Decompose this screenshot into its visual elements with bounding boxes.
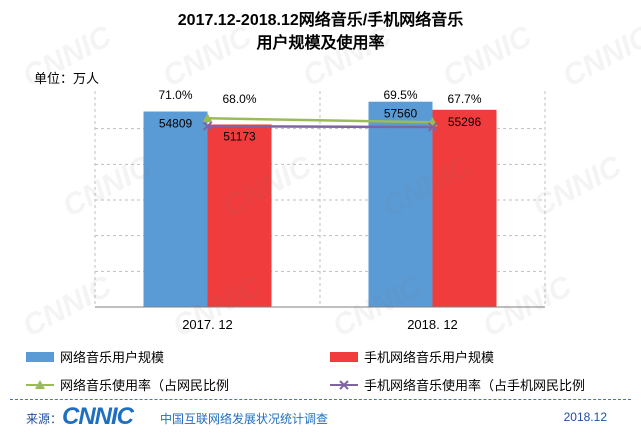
cnnic-logo: CNNIC [62, 403, 134, 430]
rate-data-label: 67.7% [447, 92, 481, 106]
legend-item-mobile-music-users: 手机网络音乐用户规模 [330, 347, 494, 366]
footer-divider [10, 399, 631, 400]
chart-title-line2: 用户规模及使用率 [256, 35, 385, 52]
bar-mobile-music-users [207, 124, 272, 307]
legend-item-music-rate: 网络音乐使用率（占网民比例 [26, 375, 229, 394]
legend-item-music-users: 网络音乐用户规模 [26, 347, 164, 366]
bar-music-users [368, 101, 433, 307]
legend-swatch-mobile-music-users [330, 351, 358, 362]
x-tick-label: 2018. 12 [407, 317, 458, 332]
legend-item-mobile-music-rate: 手机网络音乐使用率（占手机网民比例 [330, 375, 585, 394]
source-date: 2018.12 [563, 410, 607, 424]
bar-value-label: 57560 [384, 107, 418, 121]
rate-line-music [207, 117, 433, 124]
rate-data-label: 69.5% [383, 88, 417, 102]
legend-label-mobile-music-users: 手机网络音乐用户规模 [364, 350, 495, 365]
footer: 来源： CNNIC 中国互联网络发展状况统计调查 2018.12 [0, 397, 641, 436]
rate-line-mobile-music [207, 124, 433, 129]
rate-data-label: 71.0% [158, 88, 192, 102]
bar-mobile-music-users [432, 109, 497, 307]
legend-line-mobile-music-rate [330, 379, 358, 390]
rate-marker-triangle [202, 113, 213, 123]
legend-label-music-users: 网络音乐用户规模 [60, 350, 165, 365]
x-tick-label: 2017. 12 [182, 317, 233, 332]
legend-label-mobile-music-rate: 手机网络音乐使用率（占手机网民比例 [364, 378, 586, 393]
bar-music-users [143, 111, 208, 308]
bar-value-label: 51173 [223, 129, 256, 143]
rate-data-label: 68.0% [222, 92, 256, 106]
rate-marker-x [202, 121, 213, 131]
source-label: 来源： [26, 412, 63, 426]
bar-value-label: 54809 [159, 117, 193, 131]
unit-label: 单位：万人 [34, 71, 100, 86]
chart-canvas: 54809 51173 2017. 12 57560 55296 2018. 12 71.0… [94, 88, 546, 332]
rate-marker-x [427, 122, 438, 132]
chart-title-line1: 2017.12-2018.12网络音乐/手机网络音乐 [177, 12, 464, 29]
legend-line-music-rate [26, 379, 54, 389]
source-org: 中国互联网络发展状况统计调查 [160, 412, 329, 426]
legend-label-music-rate: 网络音乐使用率（占网民比例 [60, 378, 230, 393]
bar-value-label: 55296 [448, 115, 482, 129]
legend-swatch-music-users [26, 351, 54, 362]
